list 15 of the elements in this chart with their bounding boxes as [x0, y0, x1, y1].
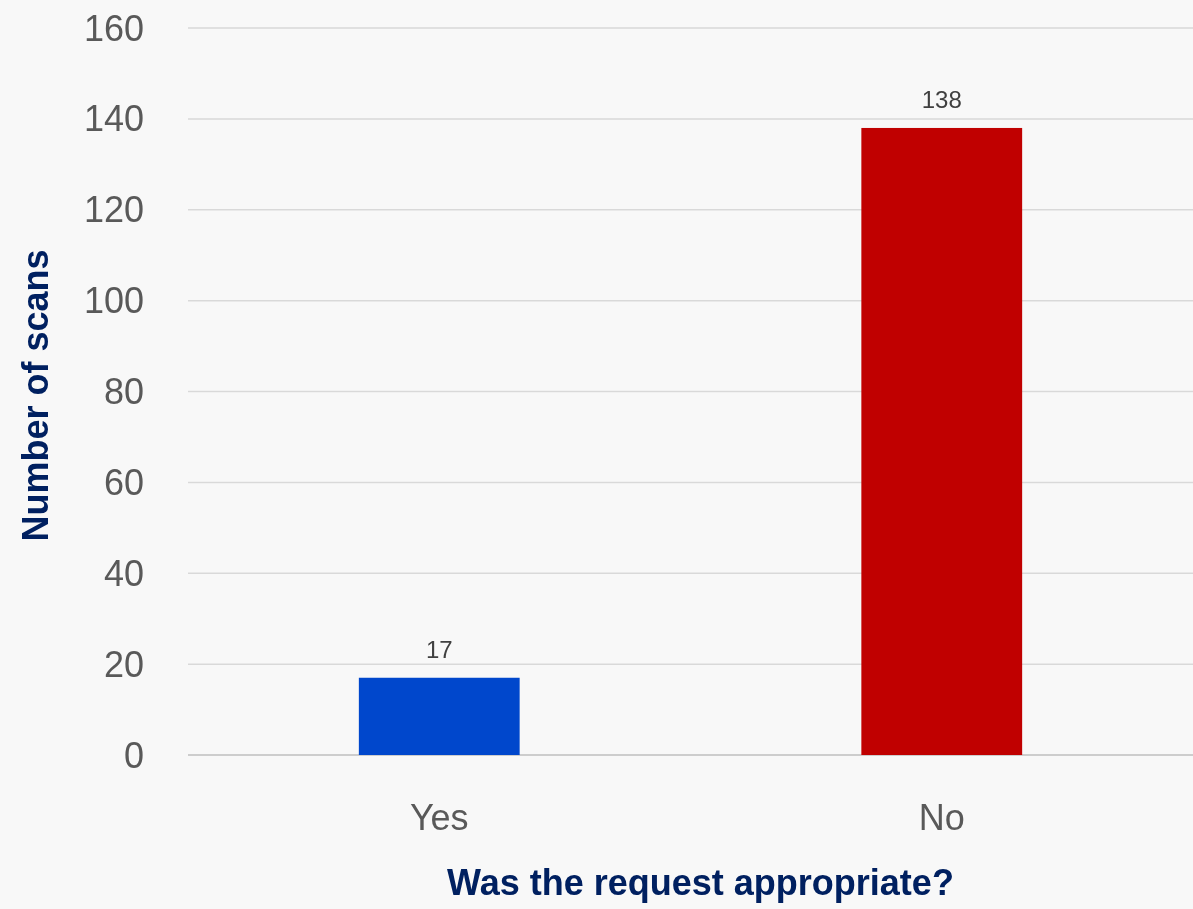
y-tick-label: 100	[83, 280, 144, 322]
x-tick-label: No	[918, 797, 965, 838]
data-label: 138	[921, 85, 962, 113]
y-tick-label: 160	[83, 7, 144, 49]
x-tick-label: Yes	[409, 797, 469, 838]
y-tick-label: 40	[103, 552, 144, 594]
y-tick-label: 20	[103, 643, 144, 685]
y-tick-label: 120	[83, 189, 144, 231]
data-label: 17	[425, 635, 453, 663]
y-tick-label: 0	[123, 734, 144, 776]
x-axis-title: Was the request appropriate?	[447, 862, 954, 903]
y-tick-label: 140	[83, 98, 144, 140]
y-tick-label: 80	[103, 371, 144, 413]
y-axis-title: Number of scans	[15, 249, 56, 542]
y-tick-label: 60	[103, 461, 144, 503]
